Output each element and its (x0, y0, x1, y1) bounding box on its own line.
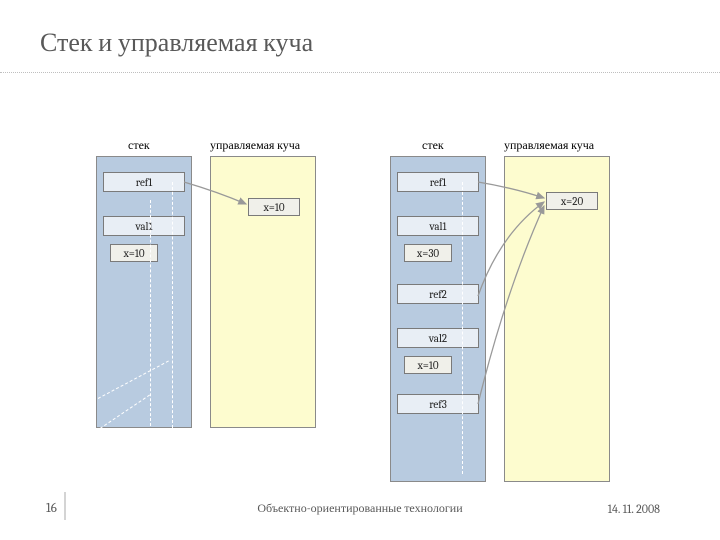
right-stack-small-0: x=30 (404, 244, 452, 262)
left-vline-0 (150, 200, 151, 426)
title-underline (0, 72, 720, 73)
right-stack-cell-4: ref3 (397, 394, 479, 414)
right-vline-0 (462, 182, 463, 474)
right-heap-label: управляемая куча (504, 138, 594, 153)
left-stack-box (96, 156, 192, 428)
left-vline-1 (172, 182, 173, 428)
right-stack-small-1: x=10 (404, 356, 452, 374)
right-stack-cell-2: ref2 (397, 284, 479, 304)
footer-date: 14. 11. 2008 (608, 502, 660, 516)
right-heap-cell-0: x=20 (546, 192, 598, 210)
left-heap-cell-0: x=10 (248, 198, 300, 216)
left-heap-label: управляемая куча (210, 138, 300, 153)
left-heap-box (210, 156, 316, 428)
right-stack-cell-3: val2 (397, 328, 479, 348)
right-stack-cell-0: ref1 (397, 172, 479, 192)
page-title: Стек и управляемая куча (40, 28, 313, 58)
right-stack-label: стек (422, 138, 444, 153)
left-stack-label: стек (128, 138, 150, 153)
right-stack-cell-1: val1 (397, 216, 479, 236)
right-stack-box (390, 156, 486, 482)
